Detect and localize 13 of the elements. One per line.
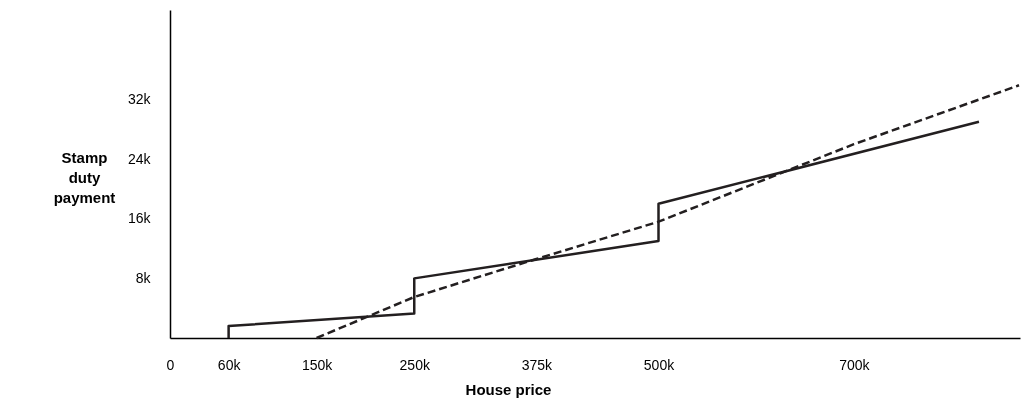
x-tick-label: 500k: [643, 356, 676, 373]
x-tick-label: 0: [166, 356, 175, 373]
y-tick-label: 32k: [127, 90, 152, 107]
y-tick-label: 8k: [135, 269, 152, 286]
x-axis-title: House price: [465, 380, 552, 398]
y-tick-label: 24k: [127, 150, 152, 167]
x-tick-label: 60k: [217, 356, 242, 373]
x-tick-label: 150k: [301, 356, 334, 373]
y-tick-label: 16k: [127, 210, 152, 227]
x-tick-label: 250k: [399, 356, 431, 373]
x-tick-label: 700k: [839, 356, 871, 373]
x-tick-label: 375k: [521, 356, 554, 373]
y-axis-title: Stamp duty payment: [53, 148, 116, 206]
